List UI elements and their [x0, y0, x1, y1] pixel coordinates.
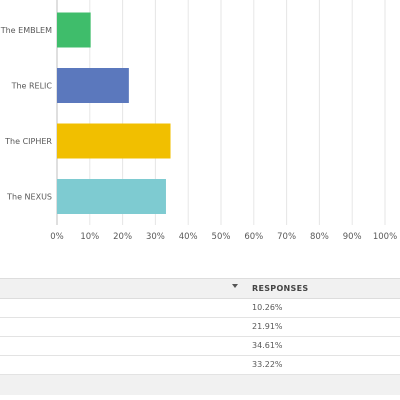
- response-value: 10.26%: [252, 303, 283, 312]
- responses-column-header: RESPONSES: [252, 284, 309, 293]
- category-label: The EMBLEM: [0, 26, 52, 35]
- bar[interactable]: [57, 68, 129, 103]
- table-row: 21.91%: [0, 318, 400, 337]
- x-tick-label: 70%: [277, 232, 296, 242]
- category-label: The RELIC: [11, 82, 53, 91]
- response-value: 21.91%: [252, 322, 283, 331]
- bar[interactable]: [57, 123, 171, 159]
- bar[interactable]: [57, 12, 91, 48]
- x-tick-label: 30%: [146, 232, 165, 242]
- table-row: 34.61%: [0, 337, 400, 356]
- sort-arrow-icon[interactable]: [232, 284, 238, 288]
- table-footer: [0, 375, 400, 395]
- table-row: 33.22%: [0, 356, 400, 375]
- responses-table: RESPONSES 10.26% 21.91% 34.61% 33.22%: [0, 278, 400, 395]
- category-label: The CIPHER: [4, 137, 52, 146]
- bar-chart: The EMBLEM The RELIC The CIPHER The NEXUS 0%…: [0, 0, 397, 242]
- x-tick-label: 40%: [179, 232, 198, 242]
- x-tick-label: 80%: [310, 232, 329, 242]
- x-tick-label: 100%: [373, 232, 397, 242]
- category-label: The NEXUS: [6, 193, 52, 202]
- bar[interactable]: [57, 179, 166, 214]
- x-tick-label: 60%: [244, 232, 263, 242]
- x-tick-label: 10%: [80, 232, 99, 242]
- table-row: 10.26%: [0, 299, 400, 318]
- table-header: RESPONSES: [0, 278, 400, 299]
- x-tick-label: 0%: [50, 232, 64, 242]
- x-tick-label: 50%: [212, 232, 231, 242]
- x-tick-label: 20%: [113, 232, 132, 242]
- response-value: 33.22%: [252, 360, 283, 369]
- x-tick-label: 90%: [343, 232, 362, 242]
- response-value: 34.61%: [252, 341, 283, 350]
